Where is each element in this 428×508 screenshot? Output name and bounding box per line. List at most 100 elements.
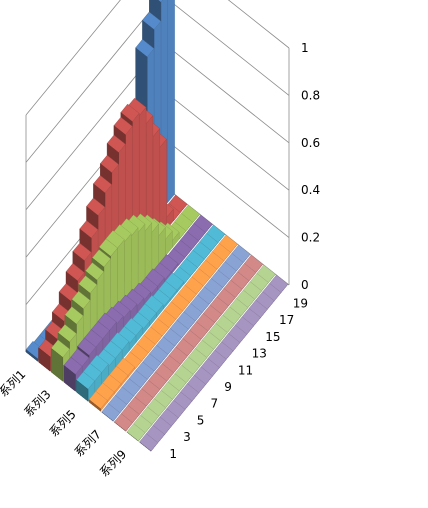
area-front-face	[134, 360, 142, 370]
area-front-face	[235, 289, 243, 298]
area-front-face	[167, 345, 175, 355]
area-front-face	[234, 315, 242, 325]
area-front-face	[182, 302, 190, 312]
area-front-face	[239, 334, 248, 343]
z-tick-label: 0	[301, 278, 309, 292]
z-tick-label: 1	[301, 41, 309, 55]
area-front-face	[180, 355, 188, 365]
area-front-face	[139, 405, 147, 415]
area-front-face	[178, 409, 186, 418]
area-front-face	[181, 329, 189, 338]
series-tick-label: 系列5	[47, 407, 79, 439]
area-front-face	[247, 299, 255, 308]
z-tick-label: 0.4	[301, 183, 320, 197]
area-front-face	[205, 375, 213, 385]
x-tick-label: 7	[211, 397, 219, 411]
series-tick-label: 系列3	[21, 387, 53, 419]
area-front-face	[216, 260, 225, 270]
area-front-face	[240, 307, 249, 317]
area-front-face	[229, 270, 237, 280]
x-tick-label: 9	[224, 380, 232, 394]
area-front-face	[179, 230, 187, 240]
area-front-face	[205, 224, 213, 233]
area-front-face	[166, 372, 174, 382]
area-front-face	[214, 314, 222, 323]
area-front-face	[141, 352, 149, 362]
area-end-cap	[114, 421, 126, 432]
z-tick-label: 0.2	[301, 231, 320, 245]
x-tick-label: 5	[197, 413, 205, 427]
area-front-face	[221, 305, 229, 315]
area-top-face	[157, 0, 164, 3]
area-front-face	[227, 324, 235, 333]
area-front-face	[183, 275, 191, 285]
area-front-face	[222, 279, 230, 288]
x-tick-label: 19	[293, 297, 308, 311]
area-front-face	[154, 362, 162, 372]
area-front-face	[175, 310, 183, 320]
area-front-face	[207, 322, 215, 332]
area-front-face	[147, 370, 155, 380]
area-front-face	[243, 254, 251, 263]
area-front-face	[188, 320, 196, 330]
area-end-cap	[88, 399, 101, 412]
area-front-face	[167, 0, 175, 204]
x-tick-label: 13	[252, 347, 267, 361]
series-series-5	[76, 224, 226, 402]
area-front-face	[171, 417, 179, 427]
area-front-face	[185, 400, 193, 410]
area-end-cap	[63, 364, 76, 392]
area-front-face	[254, 290, 262, 300]
area-front-face	[191, 240, 199, 250]
x-tick-label: 3	[183, 430, 191, 444]
area-end-cap	[25, 349, 38, 362]
area-front-face	[223, 252, 231, 262]
area-front-face	[260, 309, 268, 318]
area-front-face	[255, 264, 263, 273]
area-front-face	[189, 294, 197, 303]
area-front-face	[196, 285, 204, 295]
series-tick-label: 系列9	[97, 447, 129, 479]
area-front-face	[150, 442, 158, 452]
series-tick-label: 系列1	[0, 367, 28, 399]
area-front-face	[132, 414, 140, 423]
area-front-face	[162, 327, 170, 337]
area-front-face	[133, 387, 141, 397]
area-front-face	[215, 287, 223, 297]
x-tick-label: 11	[238, 363, 253, 377]
area-front-face	[230, 244, 238, 253]
area-front-face	[159, 380, 168, 390]
z-tick-label: 0.8	[301, 88, 320, 102]
area-end-cap	[76, 379, 89, 402]
area-front-face	[219, 359, 227, 368]
area-front-face	[253, 317, 261, 327]
area-front-face	[145, 424, 153, 433]
area-front-face	[164, 425, 172, 435]
area-front-face	[261, 282, 269, 292]
area-front-face	[267, 300, 275, 310]
area-front-face	[194, 339, 202, 348]
area-front-face	[212, 367, 220, 377]
area-front-face	[151, 415, 160, 425]
area-front-face	[211, 242, 219, 252]
area-front-face	[200, 330, 209, 340]
area-end-cap	[101, 411, 114, 422]
x-tick-label: 17	[279, 313, 294, 327]
area-front-face	[155, 335, 163, 345]
area-front-face	[192, 214, 200, 223]
area-front-face	[280, 284, 289, 293]
area-front-face	[146, 397, 154, 407]
area-front-face	[248, 272, 257, 282]
series-tick-label: 系列7	[72, 427, 104, 459]
area-front-face	[113, 412, 121, 422]
area-front-face	[126, 395, 134, 405]
area-front-face	[226, 350, 234, 360]
area-front-face	[195, 312, 203, 322]
area-front-face	[172, 390, 180, 400]
area-front-face	[203, 277, 211, 287]
area-end-cap	[126, 431, 139, 442]
area-front-face	[191, 392, 200, 402]
area-front-face	[274, 292, 282, 302]
area-front-face	[153, 389, 161, 398]
series-series-7	[101, 244, 251, 422]
